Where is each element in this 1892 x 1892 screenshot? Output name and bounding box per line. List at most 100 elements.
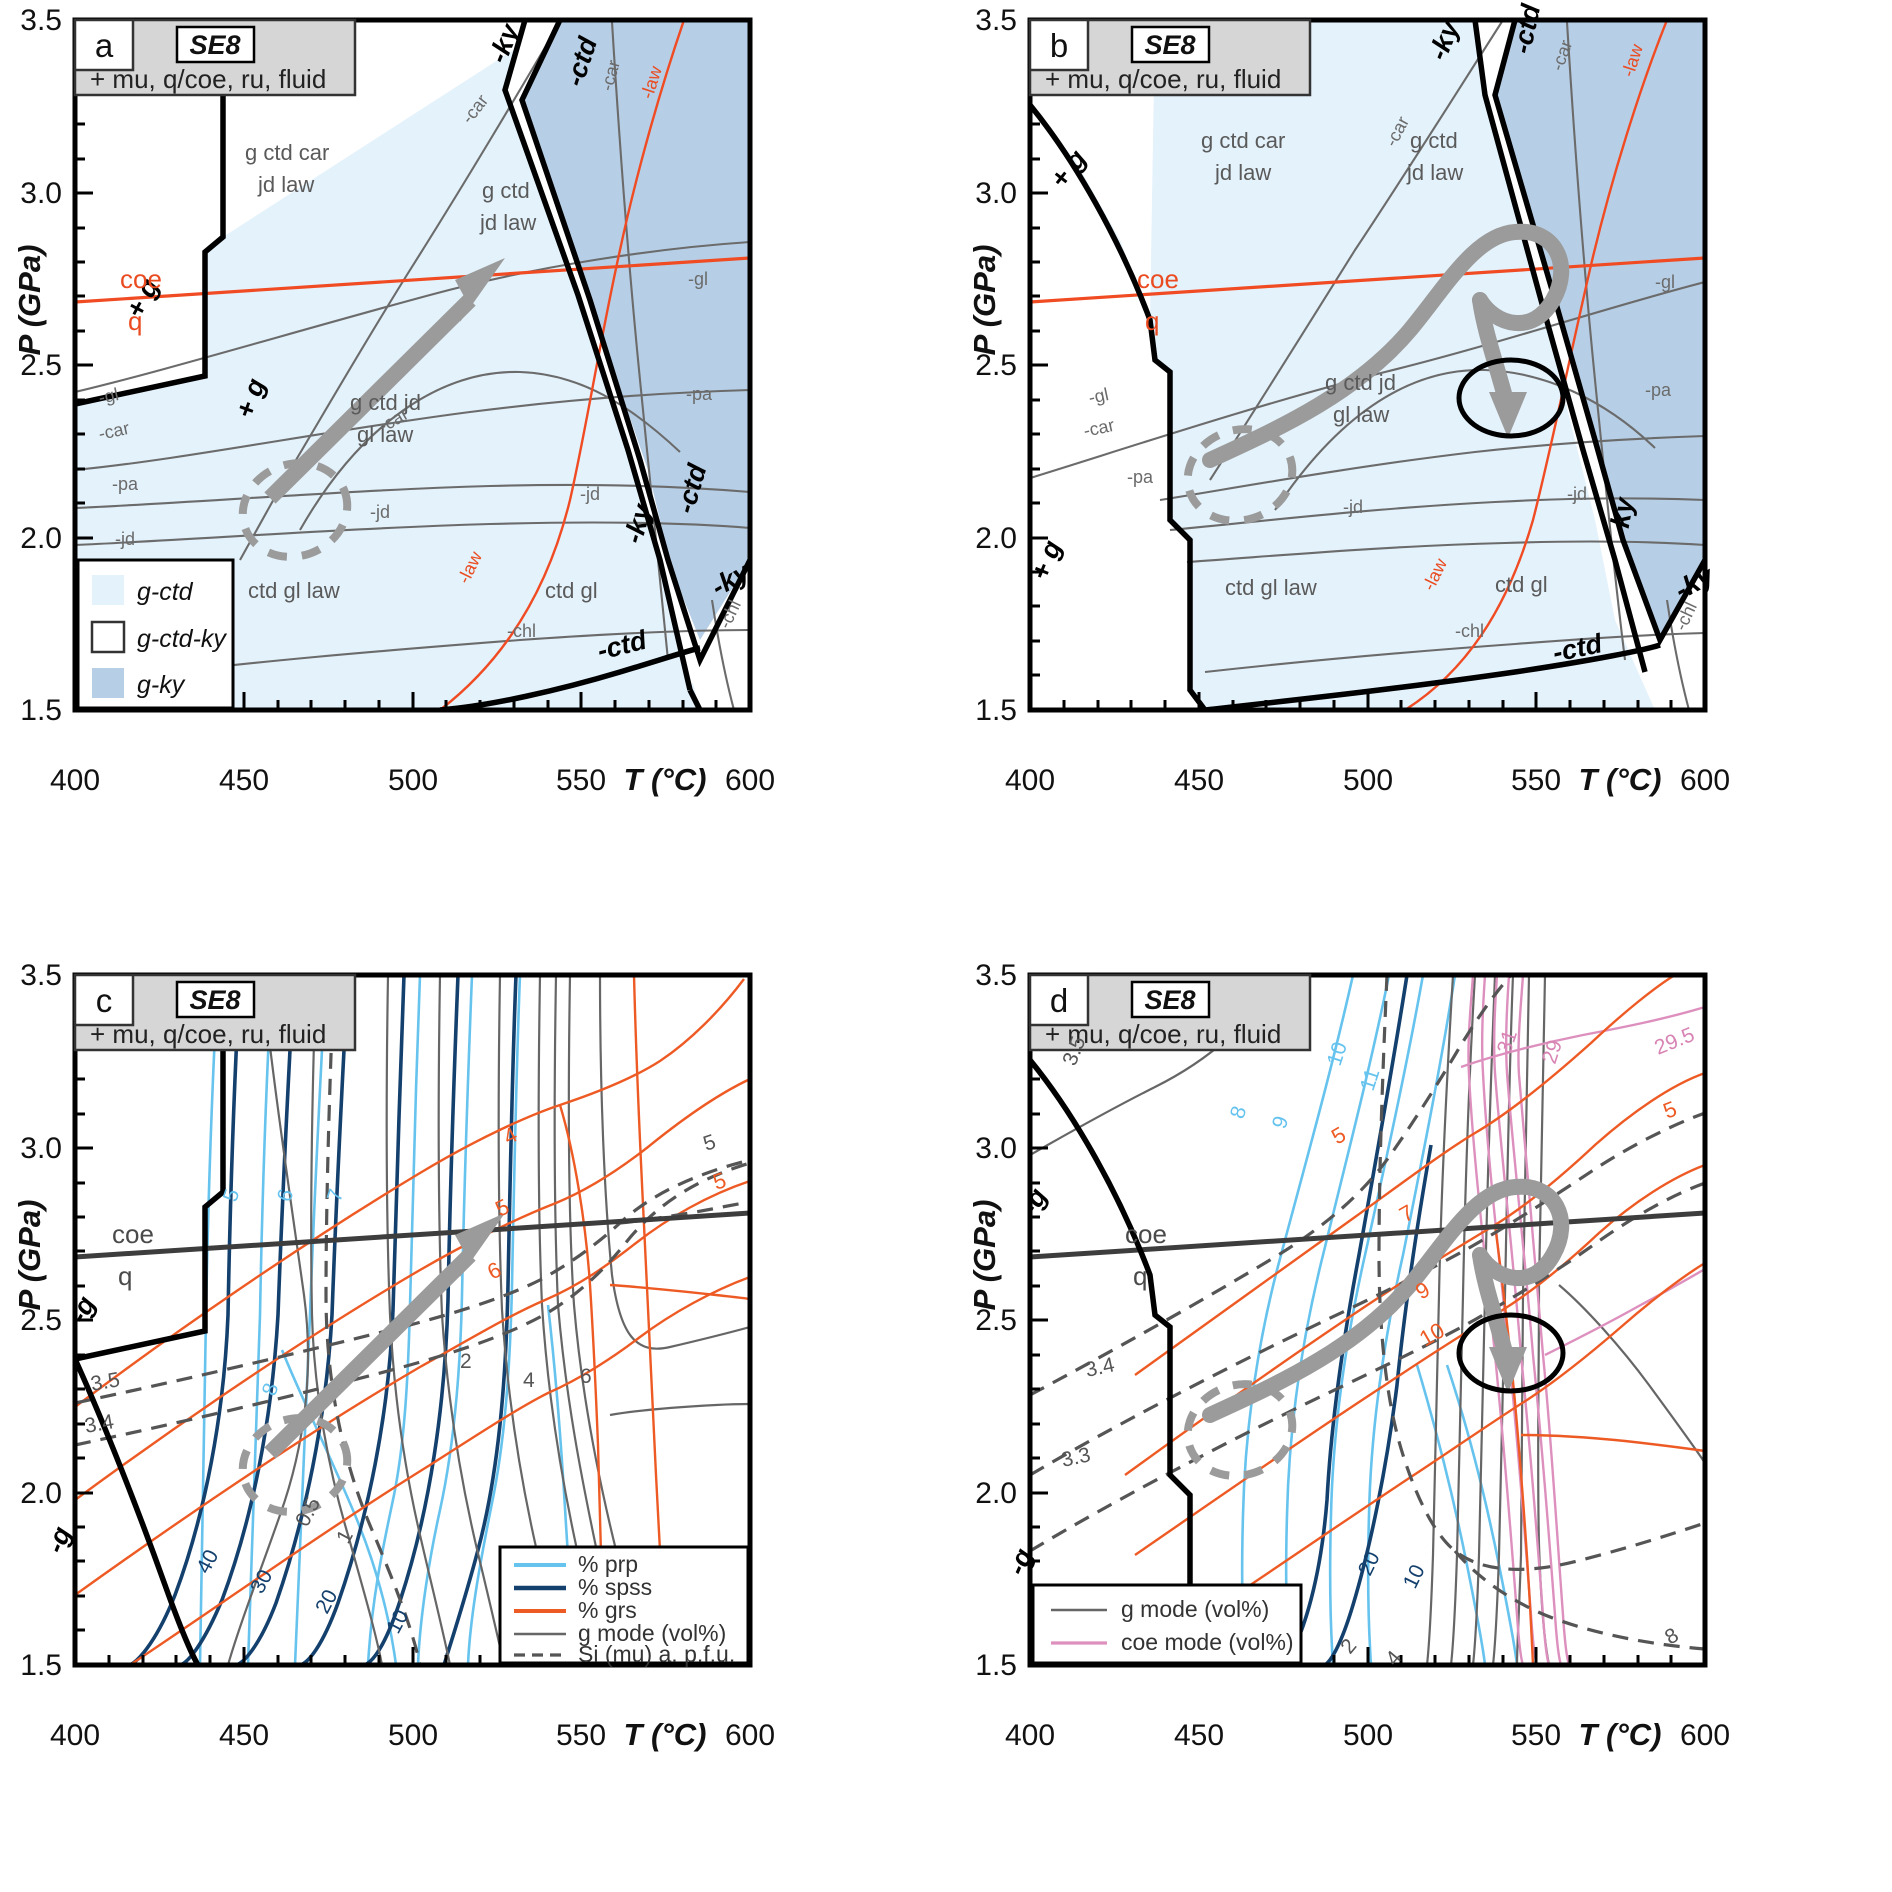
- y-tick-2.5: 2.5: [20, 349, 62, 382]
- x-axis-title: T (°C): [1579, 762, 1662, 797]
- contour-labels-si-mu: 3.5 3.4 5: [83, 1130, 719, 1438]
- sample-id-label: SE8: [189, 985, 240, 1015]
- contours-si-mu: [1030, 975, 1705, 1651]
- panel-header: b SE8 + mu, q/coe, ru, fluid: [1028, 18, 1312, 97]
- field-label: jd law: [1214, 160, 1271, 185]
- legend-label-g-ky: g-ky: [137, 671, 186, 699]
- y-tick-2.5: 2.5: [20, 1304, 62, 1337]
- retrograde-condition-ellipse: [1456, 1312, 1566, 1394]
- reaction-label: -jd: [370, 502, 390, 522]
- peak-condition-ellipse-dashed: [1183, 425, 1297, 525]
- y-tick-2.0: 2.0: [975, 522, 1017, 555]
- univariant-lines-bold: [1030, 20, 1705, 710]
- coe-label: coe: [120, 264, 162, 294]
- legend-swatch-g-ctd-ky: [90, 620, 126, 654]
- law-lines: [439, 20, 686, 710]
- field-label: g ctd: [1410, 128, 1458, 153]
- field-label: ctd gl law: [1225, 575, 1317, 600]
- panel-c-legend: % prp % spss % grs g mode (vol%) Si (mu)…: [498, 1545, 750, 1667]
- contour-label: 3.5: [89, 1368, 122, 1396]
- y-tick-2.0: 2.0: [20, 522, 62, 555]
- contours-spss: [129, 975, 518, 1665]
- y-tick-3.5: 3.5: [20, 4, 62, 37]
- panel-letter: c: [96, 982, 113, 1019]
- x-tick-500: 500: [388, 1719, 438, 1752]
- panel-d: 3.5 3.0 2.5 2.0 1.5 P (GPa) 400 450 500 …: [955, 955, 1885, 1885]
- reaction-label: -jd: [115, 529, 135, 549]
- x-tick-500: 500: [1343, 1719, 1393, 1752]
- panel-d-legend: g mode (vol%) coe mode (vol%): [1031, 1583, 1303, 1665]
- x-tick-550: 550: [1511, 764, 1561, 797]
- x-tick-550: 550: [1511, 1719, 1561, 1752]
- y-tick-1.5: 1.5: [20, 1649, 62, 1682]
- panel-a-legend: g-ctd g-ctd-ky g-ky: [76, 558, 235, 710]
- legend-swatch-g-ky: [92, 668, 124, 698]
- y-axis-title: P (GPa): [12, 1200, 47, 1311]
- y-axis-title: P (GPa): [967, 1200, 1002, 1311]
- legend-swatch-g-ctd: [92, 575, 124, 605]
- x-tick-600: 600: [1680, 1719, 1730, 1752]
- coe-q-boundary: [75, 256, 750, 304]
- pt-path-arrow: [1202, 1178, 1570, 1423]
- field-g-ctd: [1030, 20, 1655, 710]
- y-tick-3.5: 3.5: [20, 959, 62, 992]
- y-tick-1.5: 1.5: [975, 694, 1017, 727]
- panel-header: d SE8 + mu, q/coe, ru, fluid: [1028, 973, 1312, 1052]
- x-tick-450: 450: [219, 764, 269, 797]
- reaction-label: -jd: [1343, 497, 1363, 517]
- legend-label-prp: % prp: [578, 1551, 638, 1577]
- panel-c: 3.5 3.0 2.5 2.0 1.5 P (GPa) 400 450 500 …: [0, 955, 930, 1885]
- phase-field-labels: g ctd car jd law g ctd jd law g ctd jd g…: [245, 140, 598, 603]
- field-label: g ctd car: [1201, 128, 1285, 153]
- reaction-label: -gl: [97, 384, 121, 408]
- bold-label: -g: [40, 1522, 78, 1557]
- coe-q-boundary: [75, 1210, 750, 1260]
- y-tick-3.0: 3.0: [975, 177, 1017, 210]
- x-axis-title: T (°C): [624, 1717, 707, 1752]
- x-tick-400: 400: [50, 764, 100, 797]
- field-g-ky: [1495, 20, 1705, 640]
- legend-label-g-mode: g mode (vol%): [578, 1620, 726, 1646]
- y-tick-3.5: 3.5: [975, 959, 1017, 992]
- x-tick-500: 500: [388, 764, 438, 797]
- sample-id-label: SE8: [1144, 985, 1195, 1015]
- reaction-label: -jd: [580, 484, 600, 504]
- reaction-label: -gl: [1087, 384, 1111, 408]
- reaction-label: -chl: [507, 621, 536, 641]
- x-tick-400: 400: [1005, 1719, 1055, 1752]
- x-axis-title: T (°C): [624, 762, 707, 797]
- panel-letter: a: [95, 27, 114, 64]
- y-axis-title: P (GPa): [967, 245, 1002, 356]
- pt-path-arrow: [264, 1213, 505, 1459]
- field-label: jd law: [257, 172, 314, 197]
- panel-b: 3.5 3.0 2.5 2.0 1.5 P (GPa) 400 450 500 …: [955, 0, 1885, 930]
- excess-phases-label: + mu, q/coe, ru, fluid: [90, 1019, 326, 1049]
- field-label: ctd gl: [545, 578, 598, 603]
- x-axis-title: T (°C): [1579, 1717, 1662, 1752]
- excess-phases-label: + mu, q/coe, ru, fluid: [1045, 1019, 1281, 1049]
- reaction-label: -pa: [1127, 467, 1154, 487]
- phase-field-labels: g ctd car jd law g ctd jd law g ctd jd g…: [1201, 128, 1548, 600]
- pt-path-arrow: [1202, 223, 1570, 468]
- legend-label-grs: % grs: [578, 1597, 637, 1623]
- excess-phases-label: + mu, q/coe, ru, fluid: [1045, 64, 1281, 94]
- contours-spss: [1283, 975, 1433, 1665]
- q-label: q: [1133, 1261, 1147, 1291]
- y-tick-2.0: 2.0: [20, 1477, 62, 1510]
- panel-letter: d: [1050, 982, 1068, 1019]
- field-label: ctd gl law: [248, 578, 340, 603]
- x-tick-600: 600: [1680, 764, 1730, 797]
- field-label: gl law: [1333, 402, 1389, 427]
- x-tick-400: 400: [50, 1719, 100, 1752]
- contour-label: 2: [460, 1350, 472, 1373]
- contours-grs: [75, 975, 750, 1665]
- coe-label: coe: [1137, 264, 1179, 294]
- panel-letter: b: [1050, 27, 1068, 64]
- field-label: g ctd car: [245, 140, 329, 165]
- q-label: q: [118, 1261, 132, 1291]
- q-label: q: [128, 306, 142, 336]
- reaction-label: -chl: [1455, 621, 1484, 641]
- contour-label: 3.4: [83, 1410, 116, 1438]
- x-tick-450: 450: [1174, 764, 1224, 797]
